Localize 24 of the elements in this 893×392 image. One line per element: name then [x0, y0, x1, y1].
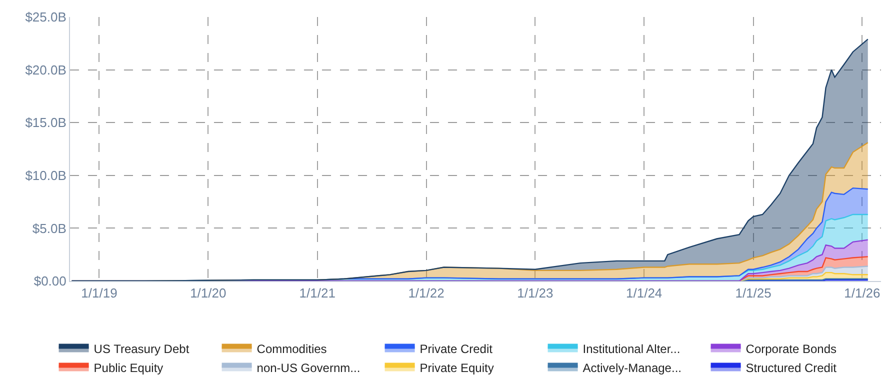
legend-label: Actively-Manage... [582, 360, 682, 375]
legend-label: Public Equity [94, 360, 164, 375]
x-tick-label: 1/1/19 [81, 286, 118, 301]
legend-label: non-US Governm... [256, 360, 360, 375]
x-tick-label: 1/1/22 [408, 286, 444, 301]
y-tick-label: $5.0B [32, 220, 66, 236]
x-tick-label: 1/1/21 [299, 286, 336, 301]
legend-label: Structured Credit [746, 360, 838, 375]
legend-label: Commodities [256, 342, 327, 356]
x-tick-label: 1/1/20 [190, 286, 226, 301]
y-tick-label: $0.00 [34, 274, 66, 289]
x-tick-label: 1/1/24 [626, 286, 662, 301]
legend-label: Institutional Alter... [582, 342, 680, 356]
x-tick-label: 1/1/26 [844, 286, 880, 301]
x-tick-label: 1/1/23 [517, 286, 554, 301]
x-tick-label: 1/1/25 [735, 286, 772, 301]
legend-label: Private Equity [420, 360, 494, 375]
legend-label: Corporate Bonds [746, 342, 837, 356]
y-tick-label: $20.0B [25, 62, 66, 78]
legend-label: US Treasury Debt [94, 342, 190, 356]
y-tick-label: $25.0B [25, 10, 66, 25]
legend-label: Private Credit [420, 342, 494, 356]
y-tick-label: $10.0B [25, 168, 66, 183]
y-tick-label: $15.0B [25, 115, 66, 130]
